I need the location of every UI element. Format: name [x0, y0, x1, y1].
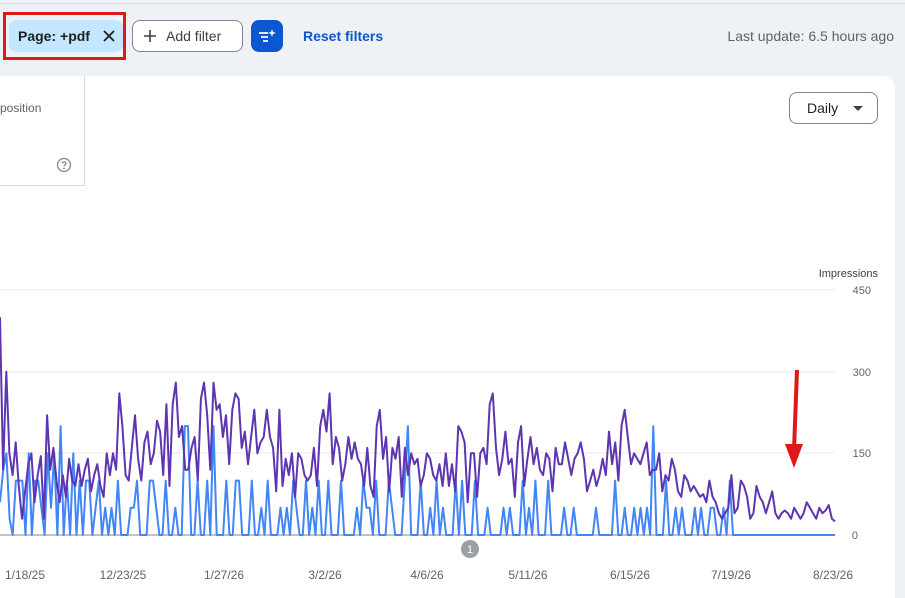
series-line-impressions [0, 317, 836, 523]
y-tick-label: 450 [853, 285, 871, 297]
x-tick-label: 7/19/26 [711, 568, 751, 582]
x-tick-label: 1/27/26 [204, 568, 244, 582]
annotation-number: 1 [467, 544, 473, 556]
add-filter-label: Add filter [166, 28, 222, 44]
filter-sparkle-icon [259, 29, 276, 42]
metric-label: position [0, 101, 42, 115]
last-update-text: Last update: 6.5 hours ago [727, 28, 894, 44]
add-filter-button[interactable]: Add filter [132, 20, 243, 52]
x-tick-label: 5/11/26 [508, 568, 547, 582]
x-tick-label: 1/18/25 [5, 568, 45, 582]
x-tick-label: 8/23/26 [813, 568, 853, 582]
page-filter-chip[interactable]: Page: +pdf [9, 20, 123, 52]
metric-card-position[interactable]: position [0, 76, 85, 186]
series-line-clicks [0, 425, 835, 536]
y-tick-label: 150 [853, 448, 871, 460]
x-tick-label: 4/6/26 [410, 568, 444, 582]
ai-filter-button[interactable] [251, 20, 283, 52]
help-icon[interactable] [56, 157, 72, 173]
highlight-box [3, 12, 126, 60]
filter-chip-label: Page: +pdf [18, 28, 90, 44]
performance-card: position Daily [0, 76, 895, 598]
x-tick-label: 6/15/26 [610, 568, 650, 582]
reset-filters-link[interactable]: Reset filters [303, 28, 384, 44]
filter-toolbar: Page: +pdf Add filter Reset filters Last… [0, 0, 905, 74]
granularity-select[interactable]: Daily [789, 92, 878, 124]
granularity-value: Daily [807, 100, 839, 116]
plus-icon [144, 30, 156, 42]
red-arrow-annotation [785, 369, 803, 468]
caret-down-icon [853, 106, 863, 111]
y-tick-label: 300 [853, 367, 871, 379]
y-axis-title: Impressions [819, 268, 879, 280]
toolbar-divider [0, 3, 905, 4]
y-tick-label: 0 [852, 530, 858, 542]
x-tick-label: 12/23/25 [100, 568, 147, 582]
annotation-circle [461, 540, 479, 558]
annotation-marker[interactable]: 1 [461, 540, 479, 558]
x-tick-label: 3/2/26 [308, 568, 342, 582]
close-icon[interactable] [102, 29, 116, 43]
